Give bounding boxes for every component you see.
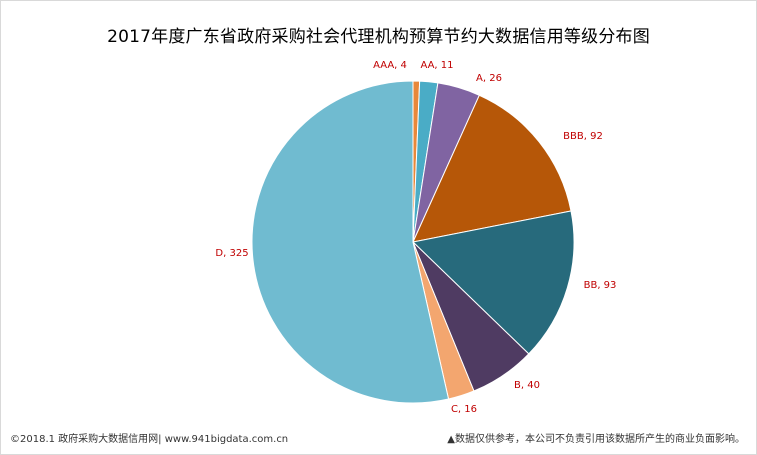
data-label-aaa: AAA, 4: [373, 60, 407, 71]
footer-disclaimer: ▲数据仅供参考，本公司不负责引用该数据所产生的商业负面影响。: [447, 434, 745, 445]
pie-slice-d: [251, 80, 450, 404]
chart-title: 2017年度广东省政府采购社会代理机构预算节约大数据信用等级分布图: [107, 27, 650, 47]
data-label-c: C, 16: [451, 404, 477, 415]
data-label-bb: BB, 93: [584, 280, 617, 291]
pie-slice-bbb: [412, 94, 572, 243]
data-label-b: B, 40: [514, 380, 540, 391]
pie-slice-bb: [411, 210, 575, 355]
footer-copyright: ©2018.1 政府采购大数据信用网| www.941bigdata.com.c…: [10, 434, 289, 445]
data-label-d: D, 325: [215, 248, 248, 259]
data-label-a: A, 26: [476, 73, 502, 84]
data-label-aa: AA, 11: [420, 60, 453, 71]
data-label-bbb: BBB, 92: [563, 131, 603, 142]
